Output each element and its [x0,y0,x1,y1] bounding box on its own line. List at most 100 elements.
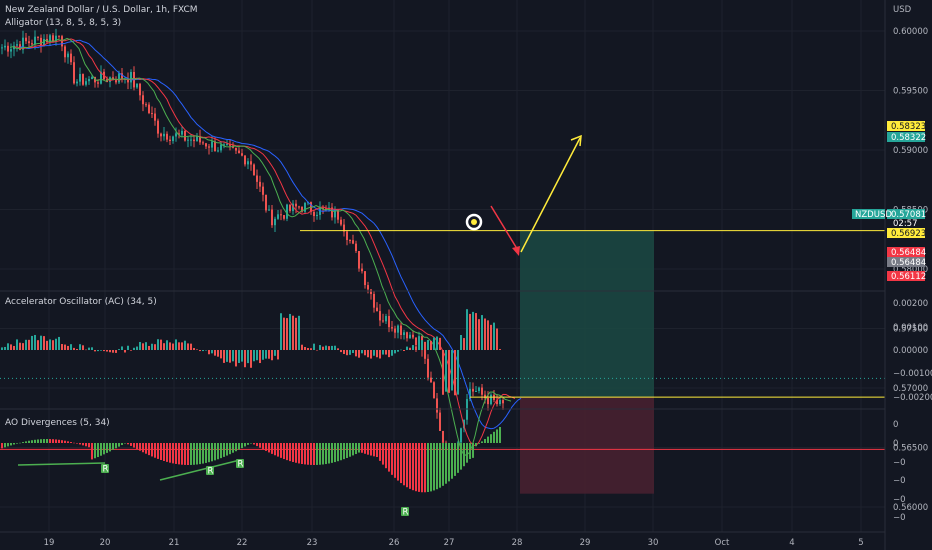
candle-body [199,136,201,143]
price-tick-label: 0.59500 [893,87,928,97]
ac-bar [202,350,204,352]
candle-body [292,203,294,211]
ao-bar [175,443,177,464]
candle-body [160,133,162,137]
ac-bar [361,350,363,354]
candle-body [352,240,354,244]
ac-bar [142,343,144,350]
ao-bar [157,443,159,459]
ac-bar [271,350,273,361]
ac-bar [406,346,408,350]
ac-bar [424,341,426,350]
candle-body [7,45,9,52]
position-zones [520,230,654,494]
price-label: 0.56484 [891,258,926,268]
candle-body [274,218,276,226]
ac-bar [283,317,285,350]
ac-bar [304,346,306,350]
ac-bar [121,346,123,350]
candle-body [175,133,177,137]
ac-bar [46,340,48,350]
ao-bar [163,443,165,462]
ao-bar [415,443,417,492]
ao-bar [19,442,21,444]
ac-bar [85,349,87,351]
ao-bar [88,443,90,448]
candle-body [472,388,474,392]
candle-body [418,336,420,346]
ao-bar [418,443,420,492]
symbol-badge: NZDUSD [855,210,892,220]
ac-bar [19,342,21,350]
candle-body [169,139,171,141]
candle-body [355,243,357,252]
ao-bar [94,443,96,459]
ac-bar [430,340,432,350]
candle-body [22,37,24,50]
ao-bar [187,443,189,465]
ac-bar [496,328,498,350]
ao-bar [409,443,411,489]
candle-body [256,175,258,182]
candle-body [244,155,246,165]
ac-bar [31,335,33,350]
candle-body [400,325,402,336]
ac-bar [460,334,462,350]
candle-body [268,209,270,211]
ac-tick-label: 0.00000 [893,346,928,356]
candle-body [304,202,306,212]
indicator-label[interactable]: Alligator (13, 8, 5, 8, 5, 3) [5,18,121,28]
candle-body [55,35,57,43]
ao-bar [499,427,501,443]
ao-bar [403,443,405,486]
candle-body [391,327,393,329]
ac-bar [448,350,450,393]
ac-bar [169,342,171,350]
ac-bar [298,315,300,350]
ao-bar [442,443,444,486]
ac-bar [49,339,51,350]
candle-body [25,37,27,42]
candle-body [358,251,360,269]
candle-body [373,294,375,308]
ac-bar [217,350,219,357]
candle-body [1,47,3,49]
price-label-bg [887,121,925,131]
ao-bar [334,443,336,463]
ac-bar [265,350,267,359]
candle-body [277,214,279,219]
candle-body [211,141,213,148]
price-label: 0.56484 [891,248,926,258]
candle-body [253,164,255,176]
candle-body [31,43,33,45]
ac-bar [199,350,201,352]
candle-body [259,181,261,187]
ao-tick-label: −0 [893,458,906,468]
ac-title[interactable]: Accelerator Oscillator (AC) (34, 5) [5,297,157,307]
ac-bar [109,350,111,353]
ac-bar [148,345,150,350]
ac-bar [91,347,93,350]
candle-body [145,104,147,106]
candle-body [82,74,84,85]
ac-bar [337,348,339,350]
ao-bar [199,443,201,465]
time-tick-label: 28 [512,538,523,548]
candle-body [16,44,18,46]
ac-bar [82,345,84,350]
time-tick-label: 29 [580,538,591,548]
ao-bar [121,443,123,446]
candle-body [49,35,51,43]
candle-body [361,268,363,272]
ao-bar [313,443,315,465]
loss-zone [520,397,654,494]
ao-bar [373,443,375,457]
ac-bar [331,345,333,350]
candle-body [163,133,165,137]
ac-bar [100,350,102,351]
ac-bar [325,345,327,350]
ao-title[interactable]: AO Divergences (5, 34) [5,418,110,428]
ao-bar [337,443,339,462]
candle-body [193,139,195,142]
